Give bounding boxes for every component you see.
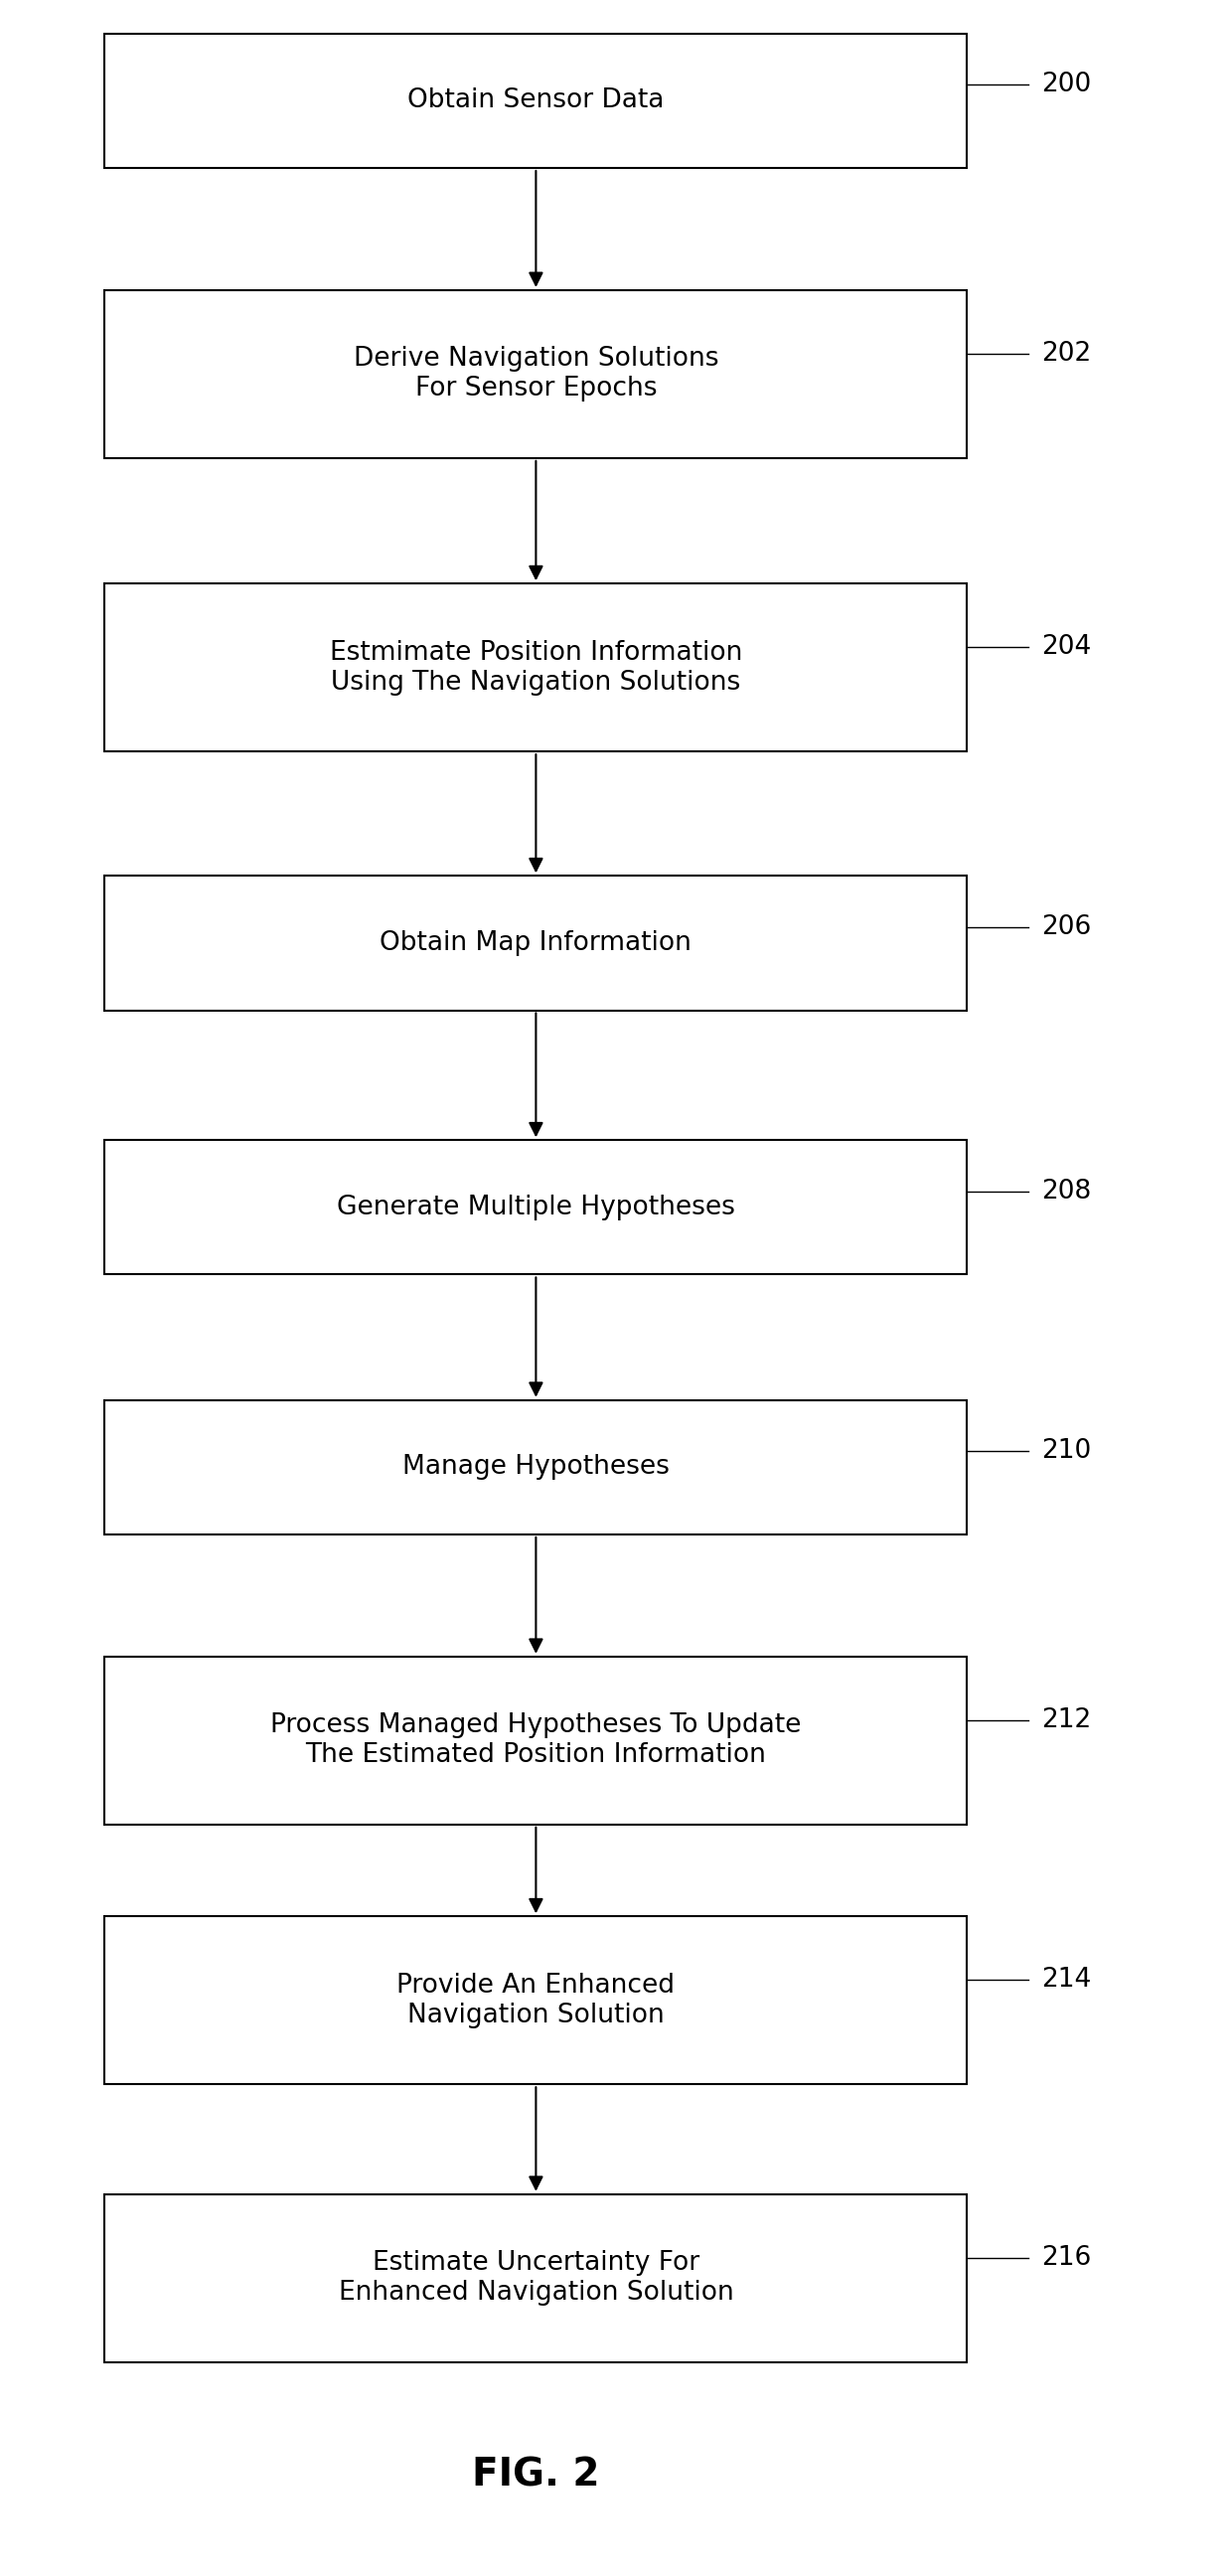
Bar (105, 1399, 967, 1535)
Text: Derive Navigation Solutions
For Sensor Epochs: Derive Navigation Solutions For Sensor E… (354, 345, 718, 402)
Text: Generate Multiple Hypotheses: Generate Multiple Hypotheses (336, 1195, 736, 1221)
Bar (105, 1656, 967, 1824)
Text: Estimate Uncertainty For
Enhanced Navigation Solution: Estimate Uncertainty For Enhanced Naviga… (339, 2251, 733, 2306)
Text: FIG. 2: FIG. 2 (472, 2458, 600, 2494)
Text: 208: 208 (1041, 1177, 1092, 1203)
Bar (105, 33, 967, 167)
Text: 210: 210 (1041, 1437, 1092, 1463)
Bar (105, 876, 967, 1010)
Text: 202: 202 (1041, 340, 1092, 366)
Bar (105, 1141, 967, 1275)
Text: 216: 216 (1041, 2246, 1092, 2272)
Bar (105, 1917, 967, 2084)
Text: Obtain Map Information: Obtain Map Information (379, 930, 692, 956)
Bar (105, 291, 967, 459)
Bar (105, 585, 967, 752)
Text: Process Managed Hypotheses To Update
The Estimated Position Information: Process Managed Hypotheses To Update The… (271, 1713, 801, 1767)
Text: 212: 212 (1041, 1708, 1092, 1734)
Bar (105, 2195, 967, 2362)
Text: 200: 200 (1041, 72, 1092, 98)
Text: 214: 214 (1041, 1968, 1092, 1994)
Text: Estmimate Position Information
Using The Navigation Solutions: Estmimate Position Information Using The… (330, 639, 742, 696)
Text: Manage Hypotheses: Manage Hypotheses (403, 1455, 669, 1481)
Text: 206: 206 (1041, 914, 1092, 940)
Text: 204: 204 (1041, 634, 1092, 659)
Text: Obtain Sensor Data: Obtain Sensor Data (408, 88, 664, 113)
Text: Provide An Enhanced
Navigation Solution: Provide An Enhanced Navigation Solution (397, 1973, 675, 2027)
